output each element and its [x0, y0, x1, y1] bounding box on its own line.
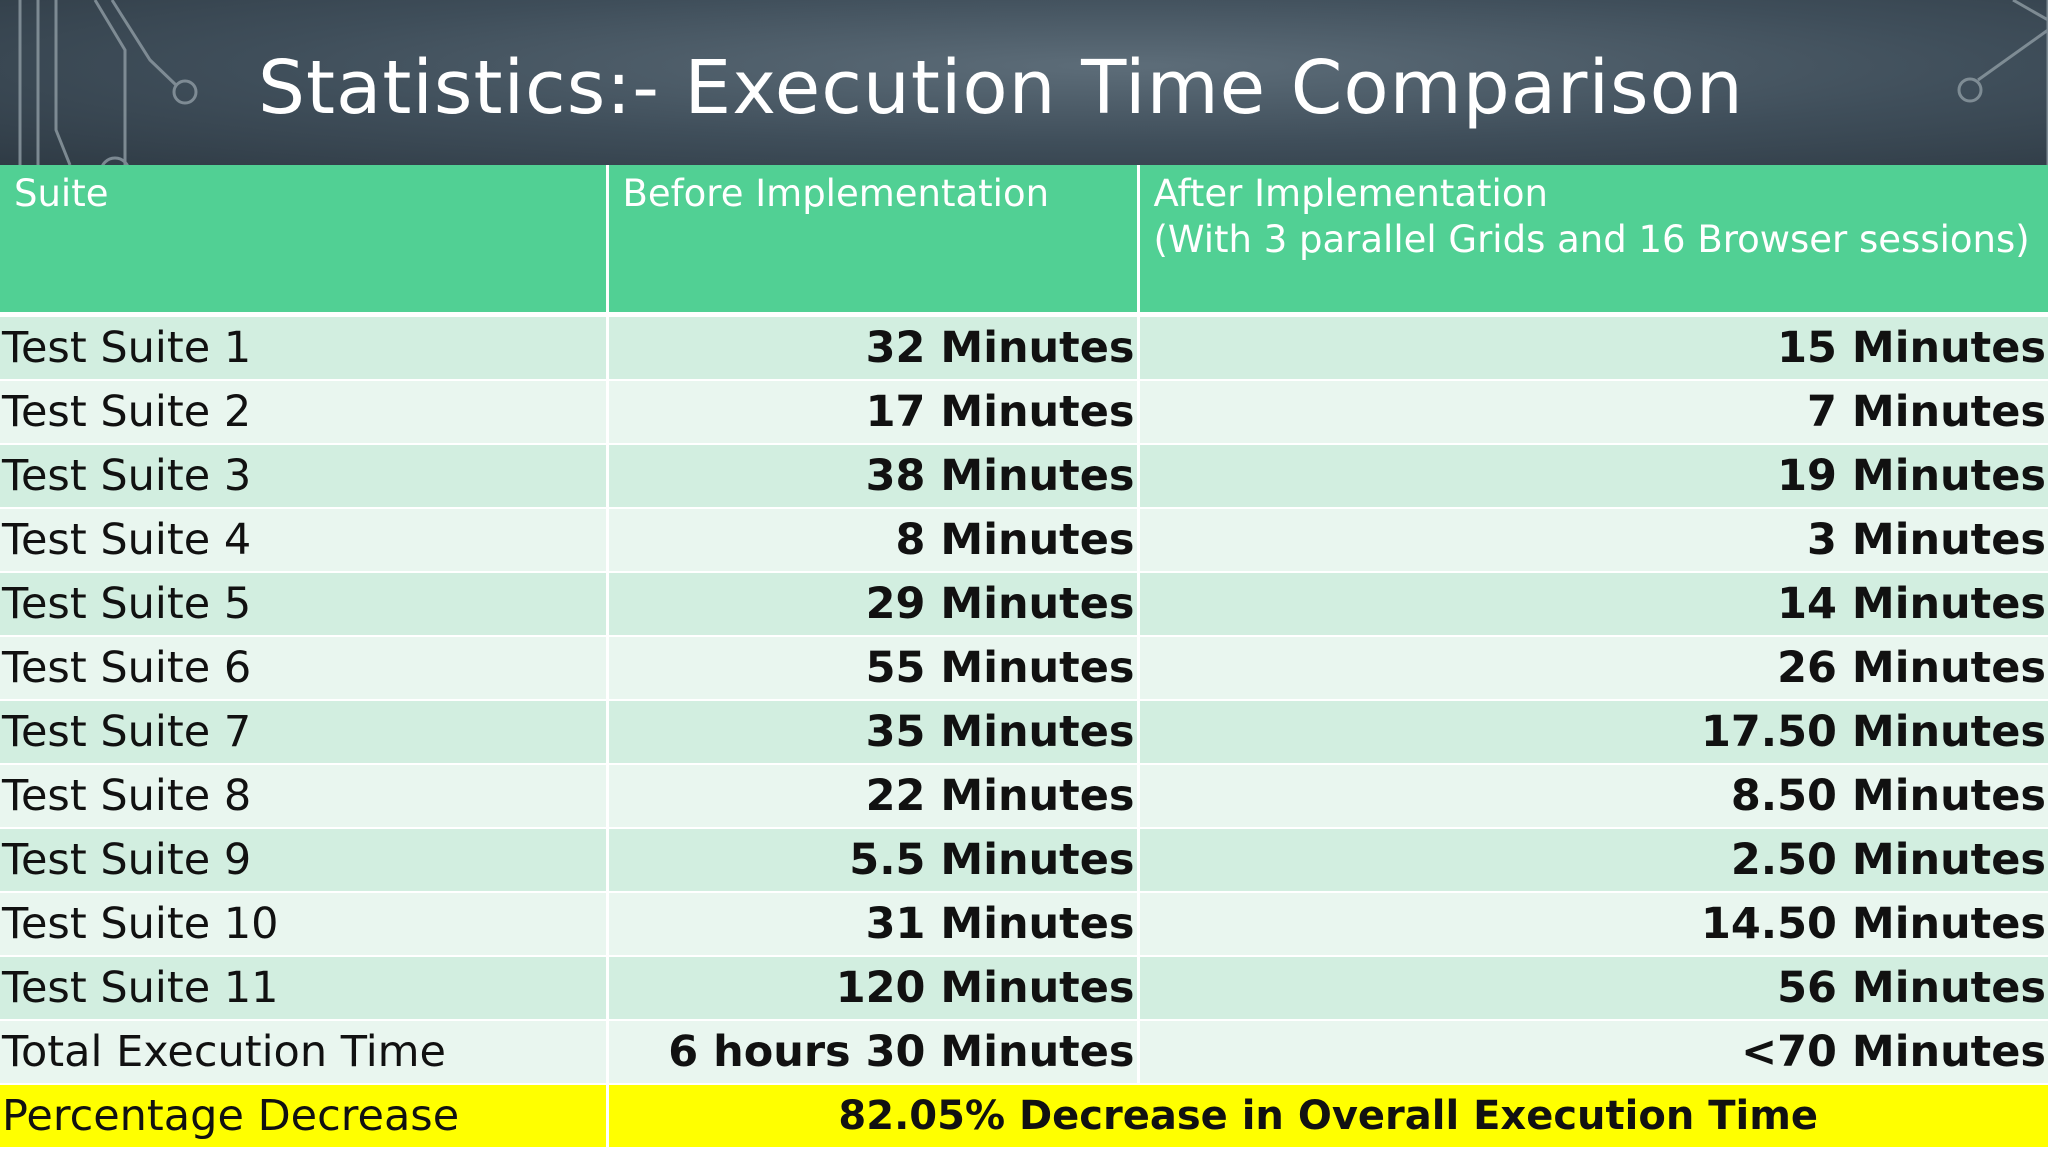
after-time: 2.50 Minutes	[1138, 827, 2048, 893]
table-row: Test Suite 5 29 Minutes 14 Minutes	[0, 571, 2048, 637]
table-header-row: Suite Before Implementation After Implem…	[0, 165, 2048, 317]
after-time: 15 Minutes	[1138, 314, 2048, 381]
circuit-decoration-left-icon	[18, 0, 198, 165]
circuit-decoration-right-icon	[1957, 0, 2048, 165]
suite-name: Test Suite 9	[0, 827, 609, 893]
suite-name: Test Suite 6	[0, 635, 609, 701]
before-time: 22 Minutes	[607, 763, 1140, 829]
percentage-label: Percentage Decrease	[0, 1083, 609, 1149]
total-label: Total Execution Time	[0, 1019, 609, 1085]
percentage-value: 82.05% Decrease in Overall Execution Tim…	[607, 1083, 2048, 1149]
table-row: Test Suite 11 120 Minutes 56 Minutes	[0, 955, 2048, 1021]
after-time: 56 Minutes	[1138, 955, 2048, 1021]
before-time: 5.5 Minutes	[607, 827, 1140, 893]
suite-name: Test Suite 11	[0, 955, 609, 1021]
total-row: Total Execution Time 6 hours 30 Minutes …	[0, 1019, 2048, 1085]
table-row: Test Suite 4 8 Minutes 3 Minutes	[0, 507, 2048, 573]
before-time: 35 Minutes	[607, 699, 1140, 765]
before-time: 32 Minutes	[607, 314, 1140, 381]
suite-name: Test Suite 1	[0, 314, 609, 381]
before-time: 8 Minutes	[607, 507, 1140, 573]
suite-name: Test Suite 8	[0, 763, 609, 829]
before-time: 120 Minutes	[607, 955, 1140, 1021]
after-time: 7 Minutes	[1138, 379, 2048, 445]
suite-name: Test Suite 10	[0, 891, 609, 957]
header-suite: Suite	[0, 165, 609, 317]
percentage-row: Percentage Decrease 82.05% Decrease in O…	[0, 1083, 2048, 1149]
header-before: Before Implementation	[607, 165, 1140, 317]
execution-time-table: Suite Before Implementation After Implem…	[0, 165, 2048, 1149]
header-after-subtitle: (With 3 parallel Grids and 16 Browser se…	[1153, 218, 2030, 261]
before-time: 29 Minutes	[607, 571, 1140, 637]
table-row: Test Suite 6 55 Minutes 26 Minutes	[0, 635, 2048, 701]
total-after: <70 Minutes	[1138, 1019, 2048, 1085]
suite-name: Test Suite 5	[0, 571, 609, 637]
before-time: 31 Minutes	[607, 891, 1140, 957]
after-time: 14.50 Minutes	[1138, 891, 2048, 957]
table-row: Test Suite 1 32 Minutes 15 Minutes	[0, 314, 2048, 381]
after-time: 26 Minutes	[1138, 635, 2048, 701]
table-row: Test Suite 10 31 Minutes 14.50 Minutes	[0, 891, 2048, 957]
suite-name: Test Suite 3	[0, 443, 609, 509]
header-after: After Implementation (With 3 parallel Gr…	[1138, 165, 2048, 317]
suite-name: Test Suite 2	[0, 379, 609, 445]
before-time: 17 Minutes	[607, 379, 1140, 445]
header-after-title: After Implementation	[1153, 172, 1548, 215]
table-row: Test Suite 7 35 Minutes 17.50 Minutes	[0, 699, 2048, 765]
suite-name: Test Suite 7	[0, 699, 609, 765]
before-time: 55 Minutes	[607, 635, 1140, 701]
after-time: 19 Minutes	[1138, 443, 2048, 509]
table-row: Test Suite 3 38 Minutes 19 Minutes	[0, 443, 2048, 509]
after-time: 3 Minutes	[1138, 507, 2048, 573]
after-time: 8.50 Minutes	[1138, 763, 2048, 829]
suite-name: Test Suite 4	[0, 507, 609, 573]
after-time: 17.50 Minutes	[1138, 699, 2048, 765]
table-row: Test Suite 2 17 Minutes 7 Minutes	[0, 379, 2048, 445]
after-time: 14 Minutes	[1138, 571, 2048, 637]
table-row: Test Suite 9 5.5 Minutes 2.50 Minutes	[0, 827, 2048, 893]
title-band: Statistics:- Execution Time Comparison	[0, 0, 2048, 165]
before-time: 38 Minutes	[607, 443, 1140, 509]
slide-title: Statistics:- Execution Time Comparison	[258, 45, 1744, 131]
table-row: Test Suite 8 22 Minutes 8.50 Minutes	[0, 763, 2048, 829]
total-before: 6 hours 30 Minutes	[607, 1019, 1140, 1085]
